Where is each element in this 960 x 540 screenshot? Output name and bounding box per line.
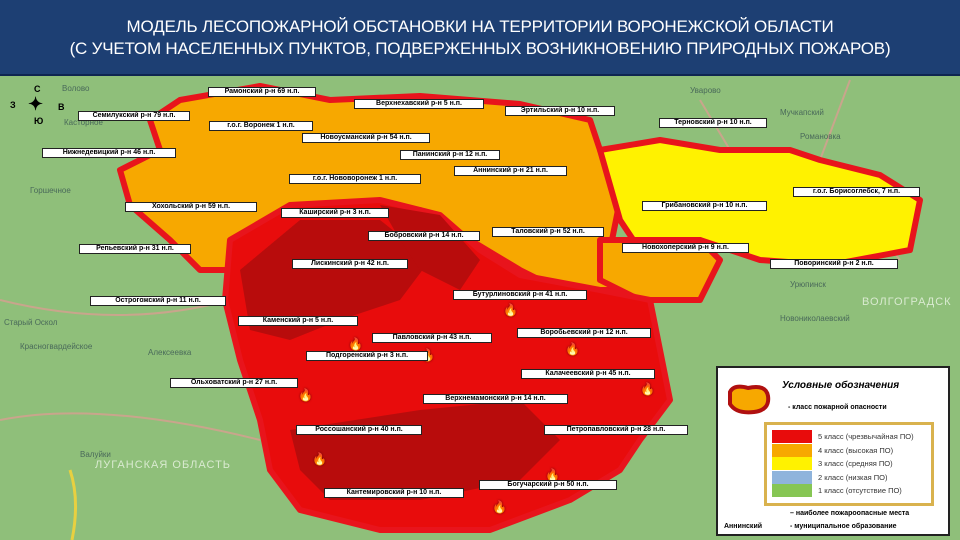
district-label: Нижнедевицкий р-н 46 н.п. [42,148,176,158]
map-roads [0,79,901,441]
district-label: Калачеевский р-н 45 н.п. [521,369,655,379]
district-label: Подгоренский р-н 3 н.п. [306,351,428,361]
legend-row-label: 3 класс (средняя ПО) [818,459,893,469]
zone-class5-dark-bobrov [380,205,480,290]
district-label: Таловский р-н 52 н.п. [492,227,604,237]
compass-south: Ю [34,116,44,126]
place-name: Касторное [64,118,103,127]
legend-row: 3 класс (средняя ПО) [772,457,926,471]
fire-hotspot-icon: 🔥 [565,342,580,356]
place-name: Валуйки [80,450,111,459]
legend-swatch [772,430,812,444]
zone-class4-novokhopersk [597,237,723,303]
district-label: Кантемировский р-н 10 н.п. [324,488,464,498]
district-label: Поворинский р-н 2 н.п. [770,259,898,269]
legend-swatch [772,457,812,471]
legend-title: Условные обозначения [782,380,900,391]
fire-hotspot-icon: 🔥 [492,500,507,514]
place-name: Новониколаевский [780,314,850,323]
place-name: Мучкапский [780,108,824,117]
legend-row-label: 2 класс (низкая ПО) [818,472,888,482]
district-label: Острогожский р-н 11 н.п. [90,296,226,306]
legend: Условные обозначения - класс пожарной оп… [716,366,950,536]
district-label: Верхнемамонский р-н 14 н.п. [423,394,568,404]
district-label: Бутурлиновский р-н 41 н.п. [453,290,587,300]
legend-row: 1 класс (отсутствие ПО) [772,484,926,498]
legend-row: 4 класс (высокая ПО) [772,443,926,458]
slide-header: МОДЕЛЬ ЛЕСОПОЖАРНОЙ ОБСТАНОВКИ НА ТЕРРИТ… [0,0,960,76]
district-label: Ольховатский р-н 27 н.п. [170,378,298,388]
district-label: Россошанский р-н 40 н.п. [296,425,422,435]
place-name: Алексеевка [148,348,192,357]
river [68,469,78,540]
compass-east: В [58,102,65,112]
district-label: Аннинский р-н 21 н.п. [454,166,567,176]
legend-swatch [772,484,812,498]
legend-row-label: 1 класс (отсутствие ПО) [818,486,902,496]
place-name: Старый Оскол [4,318,58,327]
district-label: Богучарский р-н 50 н.п. [479,480,617,490]
compass-star-icon: ✦ [28,94,44,114]
district-label: Репьевский р-н 31 н.п. [79,244,191,254]
legend-row: 5 класс (чрезвычайная ПО) [772,430,926,444]
legend-muni-example: Аннинский [724,523,763,530]
legend-muni-label: - муниципальное образование [790,523,897,530]
legend-swatch [772,470,812,484]
place-name: Волово [62,84,90,93]
district-label: Бобровский р-н 14 н.п. [368,231,480,241]
district-label: г.о.г. Борисоглебск, 7 н.п. [793,187,920,197]
legend-classes: 5 класс (чрезвычайная ПО) 4 класс (высока… [764,422,934,506]
compass-north: С [34,84,41,94]
fire-zone-outline-icon [728,384,771,415]
region-name: ВОЛГОГРАДСК [862,296,952,308]
district-label: Воробьевский р-н 12 н.п. [517,328,651,338]
zone-class5-dark-west [240,220,430,340]
district-label: Рамонский р-н 69 н.п. [208,87,316,97]
district-label: Верхнехавский р-н 5 н.п. [354,99,484,109]
district-label: Грибановский р-н 10 н.п. [642,201,767,211]
district-label: Терновский р-н 10 н.п. [659,118,767,128]
fire-hotspot-icon: 🔥 [348,337,363,351]
district-label: Лискинский р-н 42 н.п. [292,259,408,269]
place-name: Горшечное [30,186,71,195]
fire-hotspot-icon: 🔥 [545,468,560,482]
district-label: Каширский р-н 3 н.п. [281,208,389,218]
district-label: Каменский р-н 5 н.п. [238,316,358,326]
compass-rose: С Ю З В ✦ [8,84,68,128]
title-line-2: (С УЧЕТОМ НАСЕЛЕННЫХ ПУНКТОВ, ПОДВЕРЖЕНН… [69,39,891,58]
compass-west: З [10,100,16,110]
place-name: Романовка [800,132,841,141]
legend-row: 2 класс (низкая ПО) [772,470,926,485]
district-label: г.о.г. Воронеж 1 н.п. [209,121,313,131]
district-label: Хохольский р-н 59 н.п. [125,202,257,212]
place-name: Уварово [690,86,721,95]
district-label: г.о.г. Нововоронеж 1 н.п. [289,174,421,184]
district-label: Новохоперский р-н 9 н.п. [622,243,749,253]
district-label: Эртильский р-н 10 н.п. [505,106,615,116]
legend-row-label: 4 класс (высокая ПО) [818,445,894,455]
legend-row-label: 5 класс (чрезвычайная ПО) [818,432,914,442]
fire-hotspot-icon: 🔥 [503,303,518,317]
district-label: Петропавловский р-н 28 н.п. [544,425,688,435]
district-label: Новоусманский р-н 54 н.п. [302,133,430,143]
legend-fires-label: – наиболее пожароопасные места [790,510,910,517]
fire-hotspot-icon: 🔥 [640,382,655,396]
fire-hotspot-icon: 🔥 [312,452,327,466]
district-label: Семилукский р-н 79 н.п. [78,111,190,121]
district-label: Панинский р-н 12 н.п. [400,150,500,160]
legend-swatch [772,443,812,457]
region-name: ЛУГАНСКАЯ ОБЛАСТЬ [95,459,232,471]
district-label: Павловский р-н 43 н.п. [372,333,492,343]
fire-hotspot-icon: 🔥 [298,388,313,402]
place-name: Красногвардейское [20,342,93,351]
title-line-1: МОДЕЛЬ ЛЕСОПОЖАРНОЙ ОБСТАНОВКИ НА ТЕРРИТ… [126,17,834,36]
place-name: Урюпинск [790,280,826,289]
legend-class-label: - класс пожарной опасности [788,404,887,411]
